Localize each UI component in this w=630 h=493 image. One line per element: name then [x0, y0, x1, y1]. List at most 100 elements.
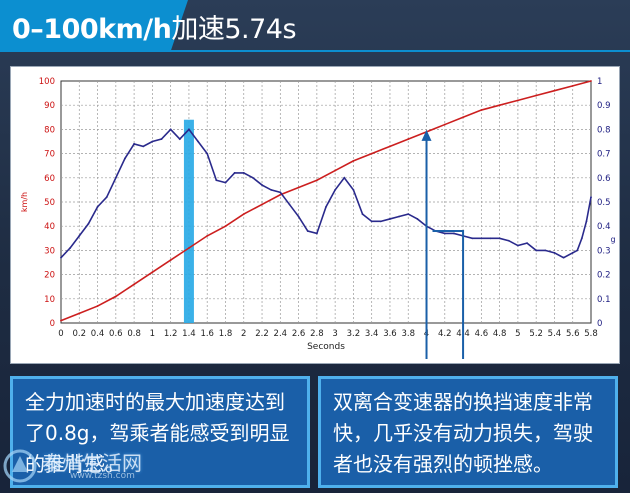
speed-point [516, 99, 519, 102]
speed-point [407, 138, 410, 140]
watermark-sub: www.tzsh.com [70, 471, 135, 481]
y-left-tick-label: 10 [44, 295, 55, 305]
x-tick-label: 1.8 [219, 329, 233, 339]
x-tick-label: 2.6 [292, 329, 306, 339]
acceleration-point [544, 249, 547, 252]
y-left-tick-label: 50 [44, 198, 55, 208]
callout-right: 双离合变速器的换挡速度非常快，几乎没有动力损失，驾驶者也没有强烈的顿挫感。 [318, 376, 618, 488]
acceleration-point [526, 242, 528, 245]
x-tick-label: 1.6 [200, 329, 214, 339]
speed-point [480, 109, 483, 111]
max-acceleration-bar [183, 119, 194, 323]
gear-shift-bracket [432, 230, 465, 359]
speed-point [60, 319, 62, 322]
y-right-tick-label: 1 [597, 77, 602, 87]
acceleration-point [315, 232, 318, 235]
acceleration-point [325, 205, 327, 208]
y-right-tick-label: 0.8 [597, 125, 611, 135]
acceleration-point [334, 189, 337, 191]
x-tick-label: 0 [58, 329, 63, 339]
x-tick-label: 5.4 [548, 329, 562, 339]
acceleration-point [370, 220, 373, 223]
y-left-axis-label: km/h [20, 192, 29, 212]
acceleration-point [576, 249, 579, 252]
x-tick-label: 5.2 [529, 329, 543, 339]
speed-point [498, 104, 501, 107]
speed-point [169, 259, 172, 261]
watermark-text: 泰州生活网 [42, 451, 142, 475]
y-right-tick-label: 0 [597, 319, 602, 329]
speed-point [78, 312, 81, 315]
speed-point [242, 213, 245, 216]
acceleration-point [60, 256, 62, 259]
acceleration-point [453, 232, 455, 235]
x-tick-label: 3.2 [347, 329, 361, 339]
acceleration-point [87, 222, 90, 225]
x-tick-label: 5 [515, 329, 520, 339]
callout-right-text: 双离合变速器的换挡速度非常快，几乎没有动力损失，驾驶者也没有强烈的顿挫感。 [333, 390, 593, 476]
y-left-tick-label: 0 [50, 319, 55, 329]
acceleration-point [389, 218, 391, 220]
acceleration-point [261, 184, 263, 186]
acceleration-point [590, 196, 592, 199]
x-tick-label: 1.2 [164, 329, 178, 339]
speed-point [571, 84, 574, 87]
acceleration-point [78, 234, 81, 237]
acceleration-point [124, 157, 126, 160]
y-left-tick-label: 20 [44, 271, 55, 281]
acceleration-point [562, 256, 565, 259]
acceleration-point [407, 213, 410, 216]
speed-point [279, 193, 282, 196]
acceleration-point [507, 239, 510, 242]
acceleration-point [553, 251, 556, 254]
speed-point [553, 89, 556, 92]
callout-left: 全力加速时的最大加速度达到了0.8g，驾乘者能感受到明显的推背感。 [10, 376, 310, 488]
x-tick-label: 5.6 [566, 329, 580, 339]
x-tick-label: 2 [241, 329, 246, 339]
speed-point [462, 116, 464, 119]
acceleration-point [142, 145, 145, 148]
acceleration-point [443, 232, 446, 235]
y-right-tick-label: 0.4 [597, 222, 611, 232]
acceleration-point [188, 128, 190, 131]
x-axis-label: Seconds [307, 342, 345, 352]
speed-point [334, 169, 337, 172]
x-tick-label: 2.2 [255, 329, 269, 339]
y-right-axis-label: g [610, 235, 615, 244]
acceleration-point [133, 143, 136, 145]
y-right-tick-label: 0.2 [597, 271, 611, 281]
acceleration-point [105, 196, 108, 199]
x-tick-label: 4.6 [475, 329, 489, 339]
acceleration-point [580, 237, 583, 240]
x-tick-label: 2.8 [310, 329, 324, 339]
speed-point [151, 271, 154, 274]
acceleration-point [151, 140, 154, 143]
acceleration-point [379, 220, 382, 223]
y-right-tick-label: 0.3 [597, 246, 611, 256]
y-right-tick-label: 0.5 [597, 198, 611, 208]
speed-point [96, 305, 99, 307]
title-bar: 0–100km/h加速5.74s [0, 0, 630, 56]
callout-left-text: 全力加速时的最大加速度达到了0.8g，驾乘者能感受到明显的推背感。 [25, 390, 290, 476]
acceleration-point [169, 128, 172, 131]
acceleration-point [416, 218, 419, 220]
speed-point [188, 247, 190, 249]
acceleration-point [69, 247, 72, 249]
acceleration-point [343, 176, 346, 179]
watermark-logo-icon [3, 449, 37, 483]
x-tick-label: 0.2 [73, 329, 87, 339]
y-right-tick-label: 0.6 [597, 174, 611, 184]
x-tick-label: 0.6 [109, 329, 123, 339]
page-title: 0–100km/h加速5.74s [12, 7, 297, 46]
acceleration-point [516, 244, 519, 247]
x-tick-label: 4.2 [438, 329, 452, 339]
speed-point [535, 94, 538, 97]
x-tick-label: 2.4 [274, 329, 288, 339]
acceleration-point [585, 220, 588, 223]
watermark: 泰州生活网 www.tzsh.com [0, 444, 180, 490]
x-tick-label: 1.4 [182, 329, 196, 339]
speed-point [224, 225, 227, 228]
title-rule [0, 50, 630, 52]
x-tick-label: 4.8 [493, 329, 507, 339]
speed-point [389, 145, 391, 148]
